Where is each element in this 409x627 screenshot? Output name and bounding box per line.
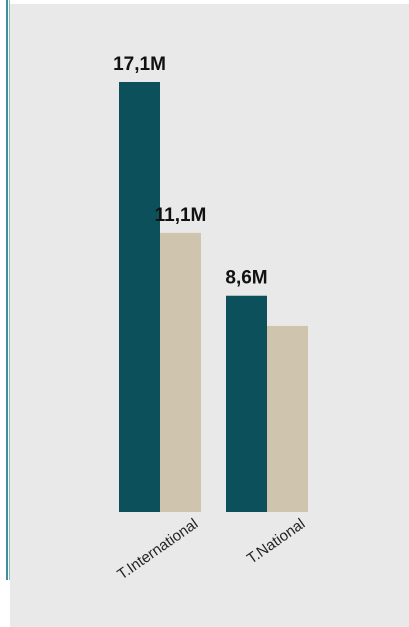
bar-t-international-series-2[interactable] [160,232,201,512]
x-tick-label: T.National [244,515,308,567]
panel-border-left-highlight [9,0,10,580]
panel-border-left [6,0,8,580]
x-tick-label: T.International [114,515,201,583]
data-label: 11,1M [155,205,207,226]
data-label: 17,1M [113,54,166,75]
bar-t-national-series-1[interactable] [226,295,267,512]
bar-t-national-series-2[interactable] [267,325,308,512]
bar-t-international-series-1[interactable] [119,82,160,512]
chart-panel [10,4,409,627]
data-label: 8,6M [225,268,267,289]
